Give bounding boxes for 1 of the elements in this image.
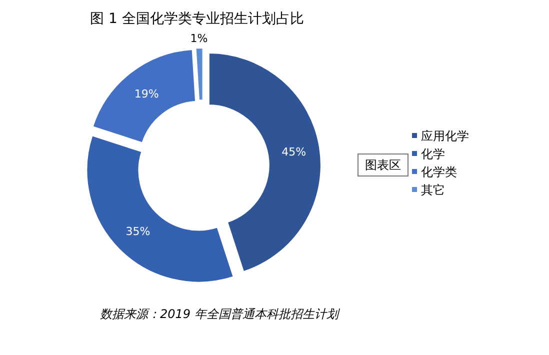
title: 图 1 全国化学类专业招生计划占比 (90, 11, 304, 27)
